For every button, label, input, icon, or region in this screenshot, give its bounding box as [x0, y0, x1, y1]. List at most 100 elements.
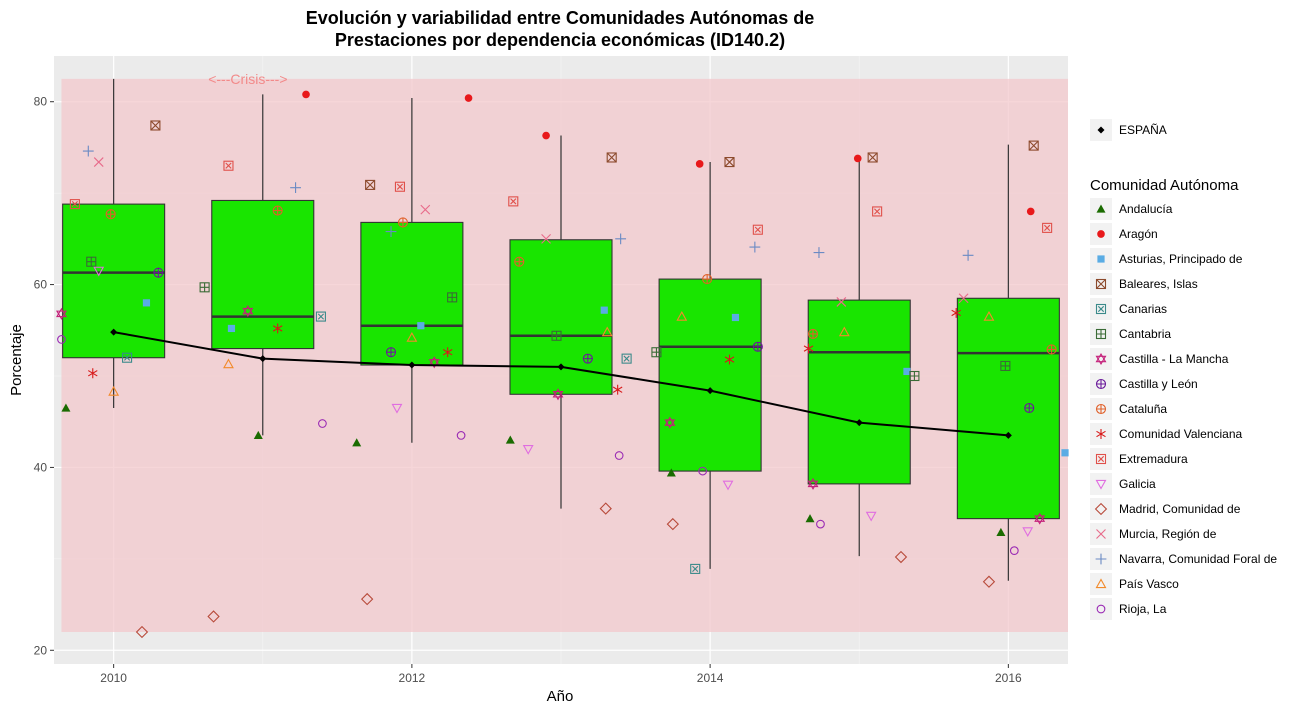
data-point	[514, 256, 525, 267]
data-point	[807, 328, 819, 339]
plot-area: <---Crisis--->	[54, 56, 1069, 664]
data-point	[752, 224, 763, 235]
legend-label: Murcia, Región de	[1119, 527, 1217, 541]
data-point	[894, 550, 908, 564]
series-extremadura	[69, 160, 1053, 235]
legend-key-espana	[1097, 126, 1105, 134]
data-point	[391, 403, 403, 414]
legend-key	[1095, 303, 1107, 315]
x-tick-label: 2010	[100, 671, 127, 685]
data-point	[108, 385, 120, 396]
series-andaluc-a	[61, 403, 1006, 536]
legend-label: Cataluña	[1119, 402, 1167, 416]
data-point	[69, 199, 80, 210]
data-point	[606, 152, 617, 163]
data-point	[664, 416, 676, 429]
espana-point	[110, 328, 118, 336]
legend-label: Extremadura	[1119, 452, 1188, 466]
crisis-annotation: <---Crisis--->	[208, 71, 287, 87]
legend-key	[1095, 403, 1107, 415]
x-tick-label: 2012	[399, 671, 426, 685]
series-castilla-la-mancha	[55, 305, 1046, 525]
data-point	[105, 209, 116, 220]
data-point	[909, 370, 920, 382]
espana-point	[557, 363, 565, 371]
data-point	[93, 266, 105, 277]
data-point	[982, 575, 996, 588]
data-point	[153, 267, 164, 278]
box-2014	[658, 162, 762, 569]
x-tick-label: 2016	[995, 671, 1022, 685]
data-point	[803, 343, 814, 354]
data-point	[698, 466, 708, 476]
legend-key	[1095, 479, 1107, 490]
box-body	[509, 239, 613, 395]
box-body	[807, 299, 911, 485]
data-point	[582, 353, 593, 364]
legend-key-bg	[1090, 598, 1112, 620]
series-madrid-comunidad-de	[135, 502, 996, 639]
data-point	[505, 435, 515, 444]
data-point	[676, 310, 688, 321]
legend-label-espana: ESPAÑA	[1119, 123, 1167, 137]
data-point	[242, 305, 254, 318]
legend-label: Rioja, La	[1119, 602, 1167, 616]
series-canarias	[122, 311, 701, 574]
data-point	[272, 205, 283, 216]
y-tick-label: 80	[34, 95, 48, 109]
legend-key-bg	[1090, 498, 1112, 520]
data-point	[522, 444, 534, 455]
x-axis-title: Año	[547, 688, 574, 705]
legend-label: País Vasco	[1119, 577, 1179, 591]
data-point	[612, 384, 623, 395]
legend-label: Madrid, Comunidad de	[1119, 502, 1241, 516]
data-point	[199, 282, 210, 293]
legend-key	[1095, 553, 1107, 565]
data-point	[464, 94, 473, 102]
data-point	[406, 331, 418, 342]
data-point	[1024, 402, 1035, 414]
legend-key	[1096, 429, 1106, 439]
data-point	[724, 157, 735, 168]
data-point	[55, 307, 67, 320]
data-point	[135, 625, 149, 639]
legend: ESPAÑA Comunidad Autónoma Andalucía Aragón A…	[1090, 119, 1277, 620]
espana-point	[855, 419, 863, 427]
legend-label: Castilla - La Mancha	[1119, 352, 1229, 366]
box-2011	[211, 94, 315, 436]
data-point	[666, 468, 676, 477]
data-point	[417, 322, 425, 330]
legend-label: Canarias	[1119, 302, 1167, 316]
legend-key	[1096, 529, 1106, 539]
data-point	[615, 233, 627, 245]
data-point	[722, 480, 734, 491]
data-point	[385, 226, 397, 237]
data-point	[690, 563, 701, 574]
data-point	[836, 297, 847, 307]
data-point	[541, 233, 551, 244]
data-point	[724, 354, 735, 365]
data-point	[207, 610, 220, 623]
box-2015	[807, 156, 911, 557]
series-baleares-islas	[150, 120, 1039, 190]
data-point	[872, 206, 883, 217]
legend-key	[1096, 604, 1106, 614]
series-comunidad-valenciana	[87, 307, 961, 395]
data-point	[903, 367, 911, 376]
legend-key	[1097, 230, 1105, 238]
chart-title-line-1: Evolución y variabilidad entre Comunidad…	[306, 8, 814, 28]
legend-key	[1095, 278, 1107, 290]
data-point	[447, 292, 458, 303]
data-point	[142, 299, 151, 307]
data-point	[551, 330, 562, 341]
data-point	[1000, 360, 1011, 371]
data-point	[456, 431, 466, 440]
data-point	[397, 217, 408, 228]
legend-label: Asturias, Principado de	[1119, 252, 1243, 266]
data-point	[867, 152, 878, 163]
data-point	[122, 352, 133, 363]
data-point	[360, 592, 374, 606]
chart-title-line-2: Prestaciones por dependencia económicas …	[335, 30, 785, 50]
data-point	[865, 511, 877, 522]
